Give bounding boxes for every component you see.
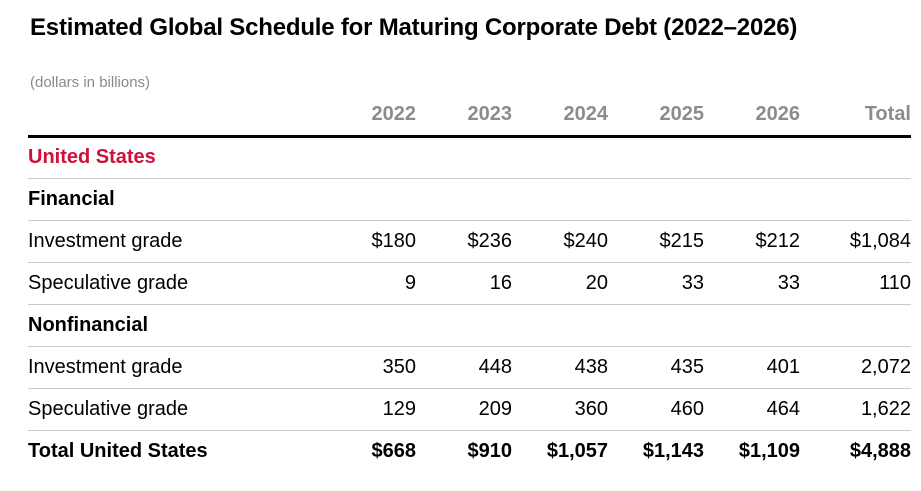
table-row-financial-investment-grade: Investment grade $180 $236 $240 $215 $21… xyxy=(28,220,911,263)
column-header-2024: 2024 xyxy=(512,102,608,138)
cell-value: 1,622 xyxy=(800,388,911,431)
row-label: Speculative grade xyxy=(28,388,320,431)
row-label: Investment grade xyxy=(28,346,320,389)
cell-value: $1,109 xyxy=(738,439,800,462)
cell-value: $1,143 xyxy=(642,439,704,462)
cell-value: 401 xyxy=(704,346,800,389)
cell-value: 448 xyxy=(416,346,512,389)
section-row-financial: Financial xyxy=(28,178,911,221)
section-label: Nonfinancial xyxy=(28,304,320,347)
section-label: Financial xyxy=(28,178,320,221)
cell-value: 110 xyxy=(800,262,911,305)
total-row-united-states: Total United States $668 $910 $1,057 $1,… xyxy=(28,430,911,472)
column-header-2023: 2023 xyxy=(416,102,512,138)
table-header-row: 2022 2023 2024 2025 2026 Total xyxy=(28,102,911,138)
region-row-united-states: United States xyxy=(28,136,911,179)
region-label: United States xyxy=(28,136,320,179)
column-header-2026: 2026 xyxy=(704,102,800,138)
cell-value: 435 xyxy=(608,346,704,389)
page-title: Estimated Global Schedule for Maturing C… xyxy=(30,14,798,41)
table-row-financial-speculative-grade: Speculative grade 9 16 20 33 33 110 xyxy=(28,262,911,305)
cell-value: $240 xyxy=(512,220,608,263)
table-row-nonfinancial-investment-grade: Investment grade 350 448 438 435 401 2,0… xyxy=(28,346,911,389)
row-label: Speculative grade xyxy=(28,262,320,305)
label-column-header xyxy=(28,102,320,138)
cell-value: 129 xyxy=(320,388,416,431)
cell-value: $180 xyxy=(320,220,416,263)
cell-value: $212 xyxy=(704,220,800,263)
cell-value: $1,084 xyxy=(800,220,911,263)
cell-value: 360 xyxy=(512,388,608,431)
cell-value: 2,072 xyxy=(800,346,911,389)
cell-value: 209 xyxy=(416,388,512,431)
maturing-debt-table: 2022 2023 2024 2025 2026 Total United St… xyxy=(28,102,911,473)
cell-value: 438 xyxy=(512,346,608,389)
cell-value: $215 xyxy=(608,220,704,263)
column-header-2025: 2025 xyxy=(608,102,704,138)
cell-value: $4,888 xyxy=(849,439,911,462)
cell-value: 350 xyxy=(320,346,416,389)
section-row-nonfinancial: Nonfinancial xyxy=(28,304,911,347)
column-header-2022: 2022 xyxy=(320,102,416,138)
cell-value: $668 xyxy=(371,439,417,462)
cell-value: 464 xyxy=(704,388,800,431)
cell-value: 33 xyxy=(704,262,800,305)
total-label: Total United States xyxy=(28,439,208,462)
units-note: (dollars in billions) xyxy=(30,73,151,91)
column-header-total: Total xyxy=(800,102,911,138)
row-label: Investment grade xyxy=(28,220,320,263)
cell-value: 33 xyxy=(608,262,704,305)
table-row-nonfinancial-speculative-grade: Speculative grade 129 209 360 460 464 1,… xyxy=(28,388,911,431)
cell-value: $236 xyxy=(416,220,512,263)
cell-value: $1,057 xyxy=(546,439,608,462)
cell-value: 460 xyxy=(608,388,704,431)
cell-value: 20 xyxy=(512,262,608,305)
cell-value: 16 xyxy=(416,262,512,305)
cell-value: $910 xyxy=(467,439,513,462)
cell-value: 9 xyxy=(320,262,416,305)
